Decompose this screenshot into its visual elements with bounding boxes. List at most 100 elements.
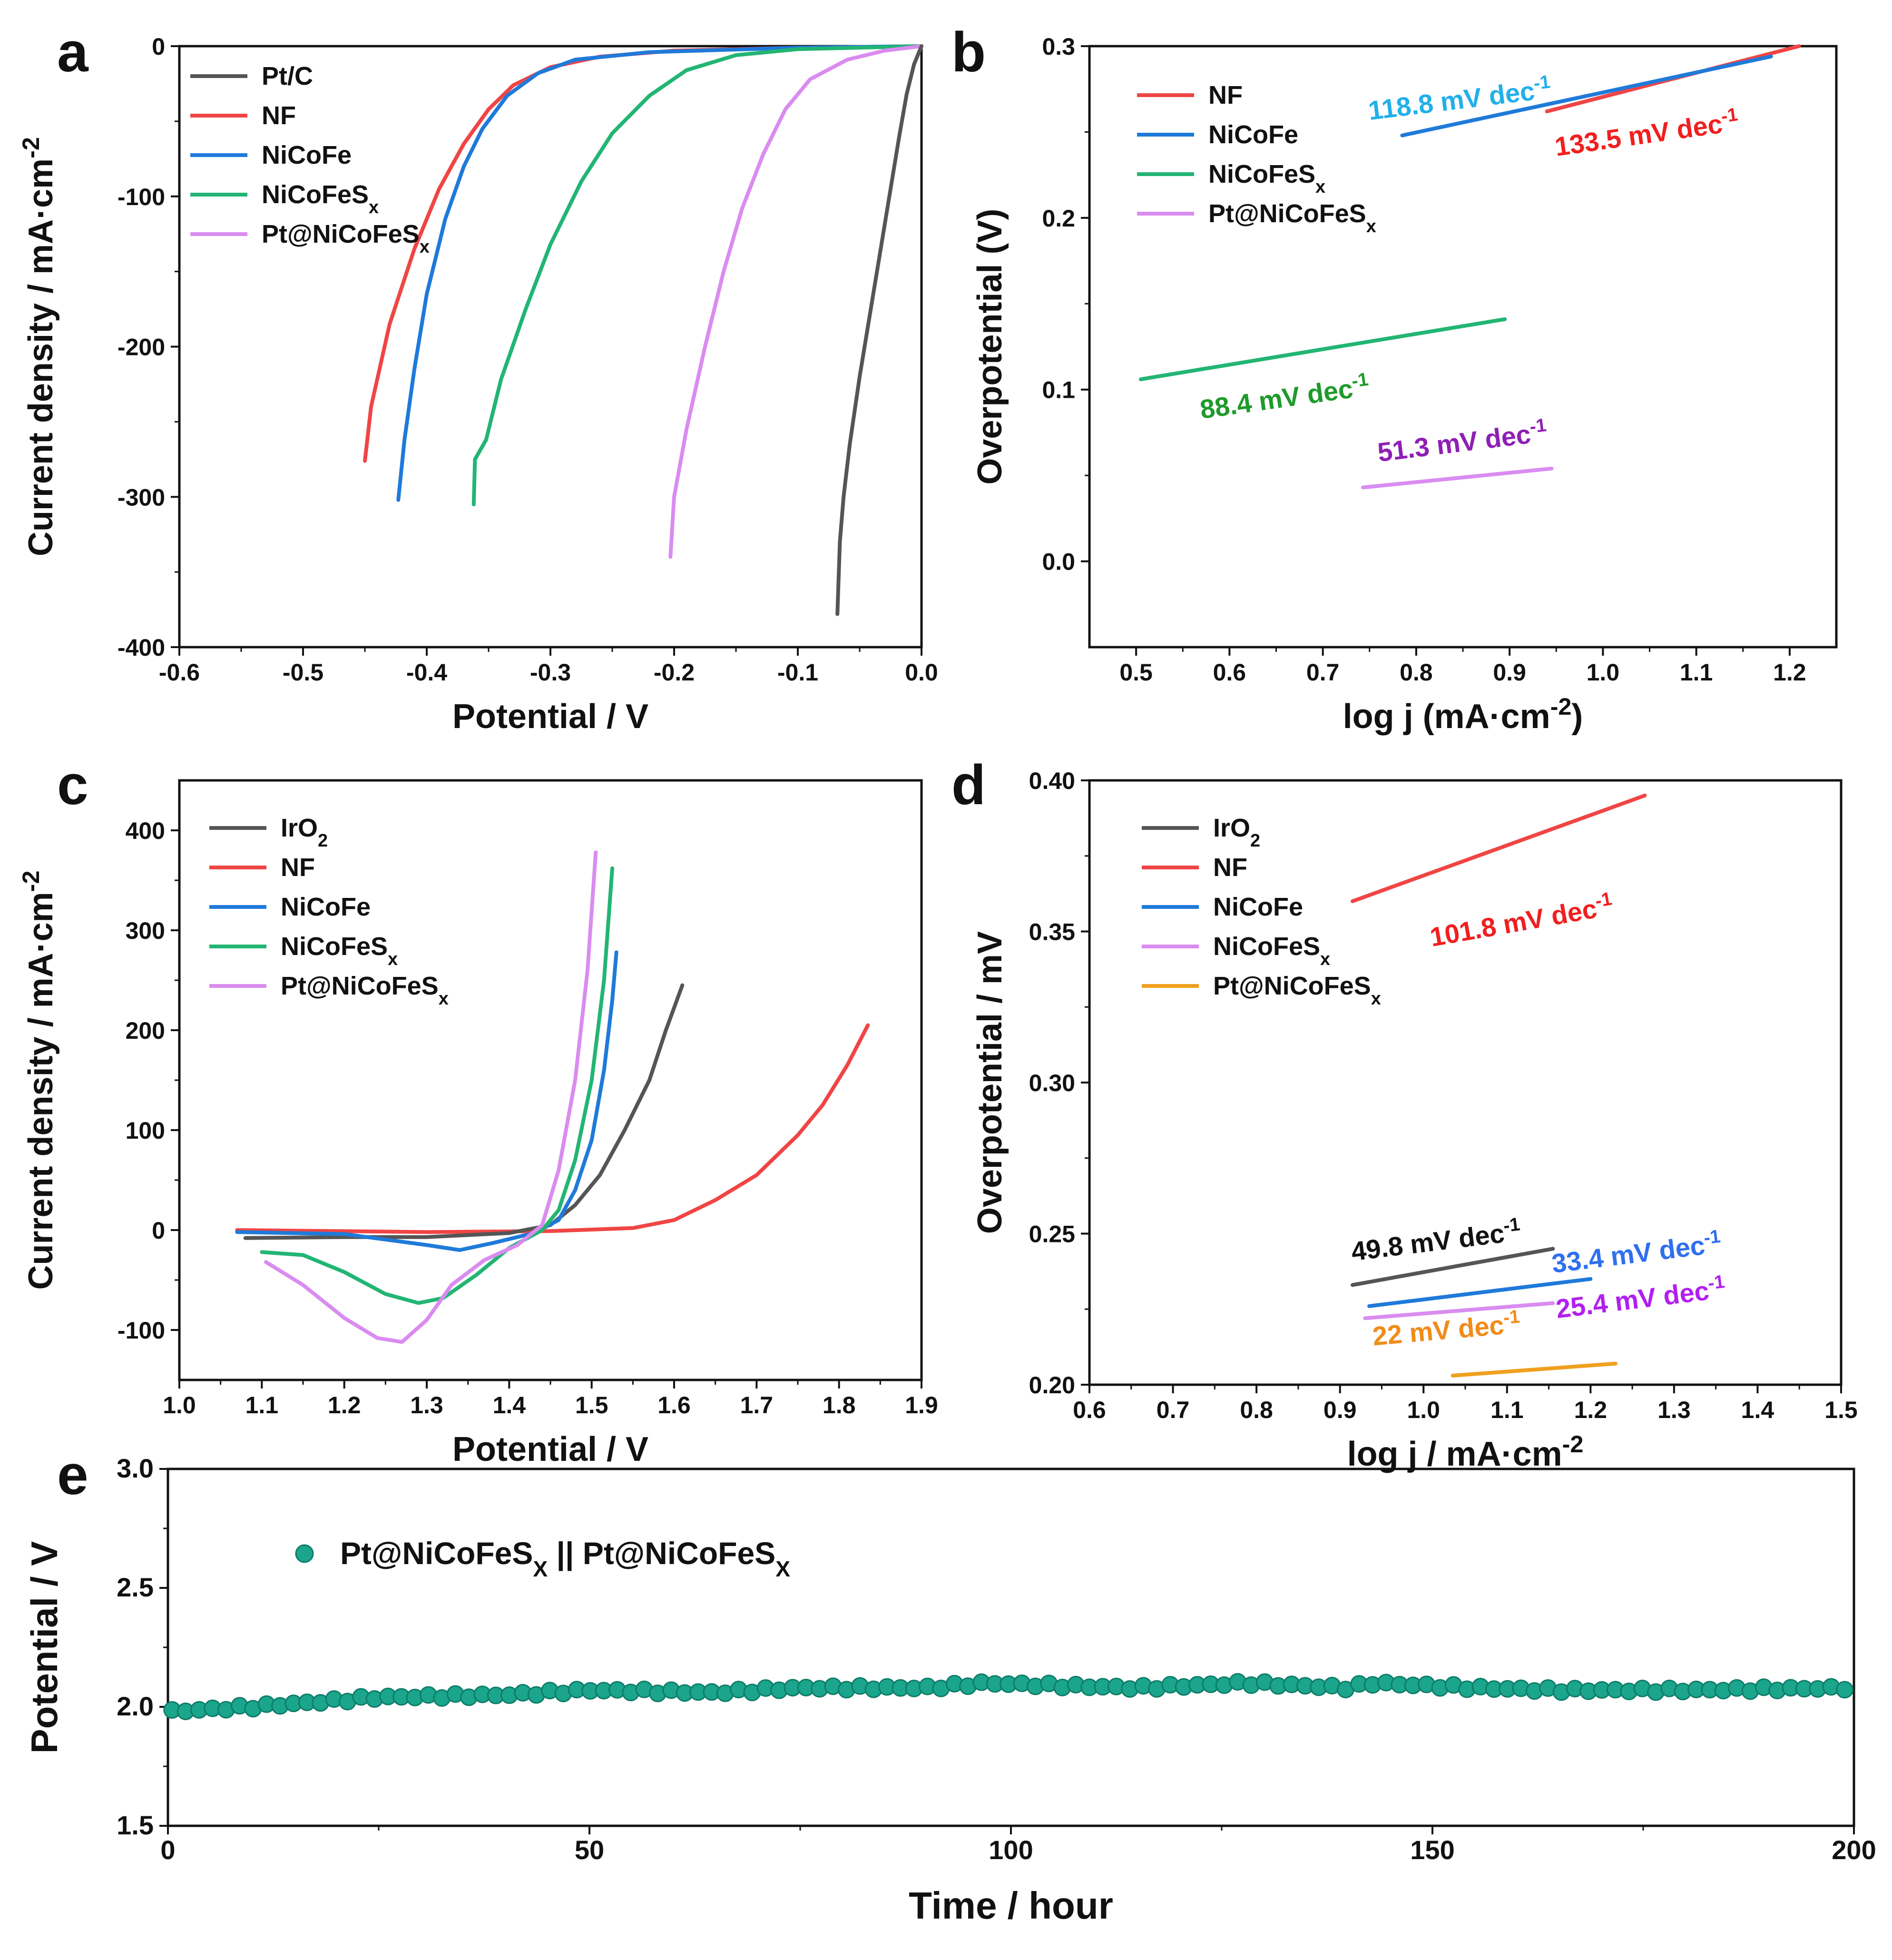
legend-label-b-1-part: NiCoFe [1208,120,1298,149]
x-tick-label-e-part: 100 [989,1835,1033,1865]
y-tick-label-e: 3.0 [117,1453,154,1483]
panel-label-d: d [951,754,986,817]
series-line-c-4 [264,850,598,1344]
y-axis-title-d: Overpotential / mV [971,931,1009,1234]
y-tick-label-d: 0.20 [1029,1372,1075,1399]
legend-label-b-2-part: NiCoFeS [1208,160,1315,188]
x-tick-label-d-part: 1.5 [1824,1397,1858,1423]
x-tick-label-b: 0.5 [1119,659,1153,686]
y-tick-label-b: 0.3 [1042,33,1075,60]
legend-label-a-2: NiCoFe [262,141,352,169]
legend-label-c-4-part: x [439,989,449,1009]
y-tick-label-c-part: 0 [152,1217,165,1244]
y-tick-label-c: 400 [126,817,165,844]
x-tick-label-b-part: 1.1 [1680,659,1713,686]
x-tick-label-a: -0.4 [406,659,447,686]
x-tick-label-c-part: 1.3 [410,1392,443,1418]
y-tick-label-d-part: 0.25 [1029,1221,1075,1248]
legend-label-c-0-part: 2 [318,831,328,851]
legend-label-b-0: NF [1208,81,1243,109]
x-tick-label-d: 1.3 [1657,1397,1691,1423]
slope-label-d-4-part: -1 [1502,1306,1520,1328]
x-tick-label-b: 1.0 [1587,659,1620,686]
y-tick-label-d-part: 0.30 [1029,1070,1075,1096]
y-tick-label-b-part: 0.1 [1042,377,1075,404]
x-tick-label-d-part: 1.0 [1407,1397,1440,1423]
x-tick-label-a: -0.3 [530,659,571,686]
y-tick-label-a: -400 [118,634,165,661]
x-tick-label-a-part: -0.1 [777,659,818,686]
y-tick-label-c: -100 [118,1317,165,1344]
x-tick-label-d: 1.2 [1574,1397,1608,1423]
legend-label-a-1: NF [262,101,296,130]
y-axis-title-c-part: -2 [17,871,44,892]
y-tick-label-c: 300 [126,917,165,944]
x-axis-title-b: log j (mA·cm-2) [1343,693,1583,736]
panel-label-d-part: d [951,754,986,817]
x-tick-label-a-part: -0.6 [159,659,200,686]
panel-a-chart: a -0.6 -0.5 -0.4 -0.3 -0.2 -0.1 0.0 0 -100 -200 -30… [17,21,938,736]
legend-label-e-part: X [533,1556,548,1581]
x-tick-label-b-part: 1.0 [1587,659,1620,686]
x-tick-label-b-part: 0.7 [1306,659,1340,686]
panel-label-b-part: b [951,21,986,84]
y-tick-label-d: 0.30 [1029,1070,1075,1096]
legend-label-a-3-part: NiCoFeS [262,180,369,209]
panel-e-chart: e 0 50 100 150 200 1.5 2.0 2.5 3.0 Time / hour Pote… [23,1444,1876,1927]
panel-label-c-part: c [57,754,88,817]
legend-label-b-2-part: x [1315,177,1325,197]
y-tick-label-a-part: -100 [118,184,165,210]
y-axis-title-e: Potential / V [23,1541,65,1753]
y-tick-label-e: 2.0 [117,1691,154,1721]
y-axis-title-c: Current density / mA·cm-2 [17,871,60,1290]
y-tick-label-b-part: 0.0 [1042,549,1075,575]
panel-label-e-part: e [57,1444,88,1507]
slope-label-d-3-part: -1 [1707,1271,1726,1294]
x-tick-label-a: 0.0 [905,659,938,686]
x-tick-label-d-part: 1.3 [1657,1397,1691,1423]
legend-label-e-part: X [775,1556,790,1581]
x-tick-label-d: 1.4 [1741,1397,1774,1423]
series-line-b-3 [1361,466,1554,490]
y-axis-title-c-part: Current density / mA·cm [22,892,60,1290]
x-tick-label-d-part: 0.8 [1240,1397,1273,1423]
series-line-d-4 [1451,1361,1618,1378]
x-tick-label-d-part: 0.6 [1073,1397,1106,1423]
x-tick-label-d: 0.7 [1157,1397,1190,1423]
y-tick-label-e: 2.5 [117,1572,154,1602]
y-tick-label-a: -200 [118,334,165,361]
y-tick-label-d-part: 0.20 [1029,1372,1075,1399]
series-line-a-1 [396,44,923,502]
x-tick-label-c-part: 1.2 [328,1392,361,1418]
x-tick-label-a-part: 0.0 [905,659,938,686]
slope-label-d-2-part: -1 [1703,1226,1722,1248]
x-axis-title-c: Potential / V [452,1430,648,1468]
x-tick-label-c: 1.1 [245,1392,279,1418]
x-tick-label-a: -0.5 [283,659,324,686]
x-tick-label-d: 0.6 [1073,1397,1106,1423]
legend-label-c-4: Pt@NiCoFeSx [281,972,449,1009]
x-tick-label-e: 0 [160,1835,175,1865]
y-tick-label-c-part: 100 [126,1117,165,1144]
y-tick-label-d: 0.35 [1029,919,1075,946]
legend-label-a-4: Pt@NiCoFeSx [262,220,430,257]
series-line-a-3 [668,44,923,559]
x-axis-title-e-part: Time / hour [909,1884,1113,1927]
y-tick-label-b: 0.0 [1042,549,1075,575]
panel-c-chart: c 1.0 1.1 1.2 1.3 1.4 1.5 1.6 1.7 1.8 1.9 -100 0 100 2… [17,754,938,1468]
legend-label-a-0-part: Pt/C [262,62,313,90]
y-axis-title-d-part: Overpotential / mV [971,931,1009,1234]
x-tick-label-d: 1.1 [1490,1397,1524,1423]
legend-label-d-3-part: NiCoFeS [1213,932,1320,961]
x-tick-label-e: 100 [989,1835,1033,1865]
y-tick-label-d: 0.25 [1029,1221,1075,1248]
x-axis-title-b-part: -2 [1550,693,1572,720]
series-line-c-3 [260,866,614,1305]
x-tick-label-c: 1.7 [740,1392,774,1418]
x-tick-label-a-part: -0.3 [530,659,571,686]
y-tick-label-d-part: 0.35 [1029,919,1075,946]
